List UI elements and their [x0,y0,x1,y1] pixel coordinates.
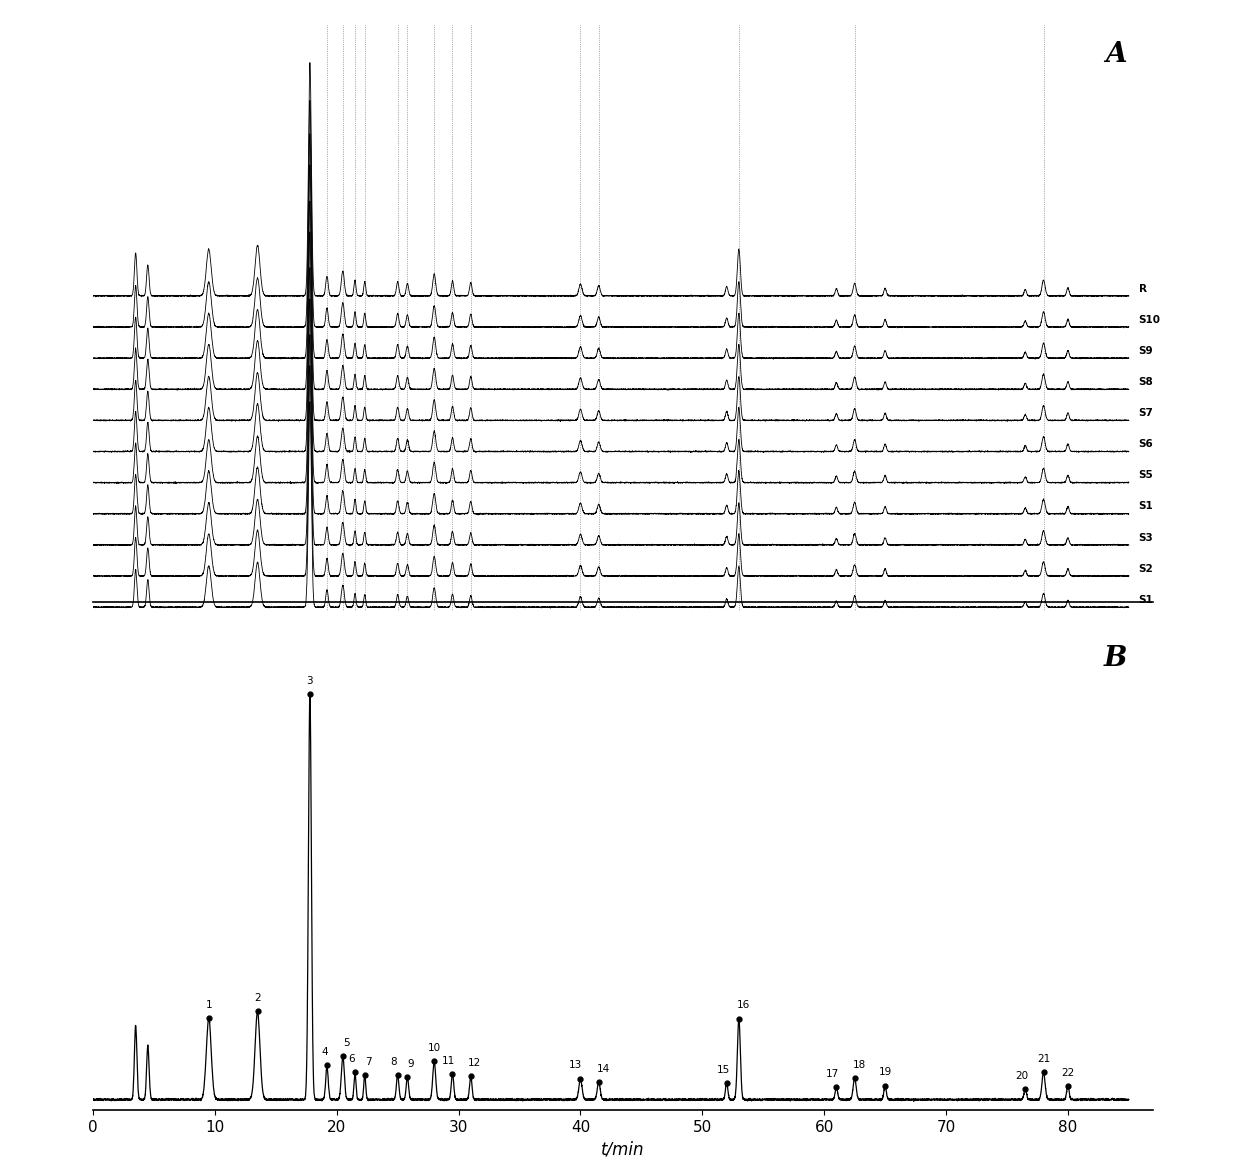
Text: R: R [1138,283,1147,294]
Text: 13: 13 [569,1060,583,1070]
Text: S8: S8 [1138,377,1153,387]
Text: B: B [1104,645,1127,672]
Text: A: A [1105,41,1127,68]
Text: S3: S3 [1138,532,1153,543]
Text: 6: 6 [348,1054,355,1063]
Text: 5: 5 [343,1038,350,1048]
Text: 1: 1 [206,1000,212,1009]
Text: 22: 22 [1061,1068,1075,1077]
Text: 20: 20 [1016,1070,1028,1081]
X-axis label: t/min: t/min [601,1141,645,1159]
Text: 15: 15 [717,1065,729,1075]
Text: S5: S5 [1138,470,1153,481]
Text: 7: 7 [365,1058,372,1067]
Text: 11: 11 [443,1055,455,1066]
Text: S9: S9 [1138,345,1153,356]
Text: 2: 2 [254,993,260,1002]
Text: 14: 14 [596,1063,610,1074]
Text: 3: 3 [306,676,314,686]
Text: 17: 17 [826,1069,839,1079]
Text: 4: 4 [321,1047,327,1058]
Text: 9: 9 [408,1059,414,1069]
Text: 21: 21 [1037,1054,1050,1065]
Text: S7: S7 [1138,408,1153,418]
Text: 10: 10 [428,1043,440,1053]
Text: S10: S10 [1138,315,1161,324]
Text: 19: 19 [878,1067,892,1077]
Text: S1: S1 [1138,502,1153,511]
Text: 8: 8 [391,1056,397,1067]
Text: S1: S1 [1138,595,1153,605]
Text: 16: 16 [737,1000,750,1010]
Text: 18: 18 [853,1060,866,1070]
Text: S2: S2 [1138,564,1153,573]
Text: S6: S6 [1138,439,1153,449]
Text: 12: 12 [467,1059,481,1068]
